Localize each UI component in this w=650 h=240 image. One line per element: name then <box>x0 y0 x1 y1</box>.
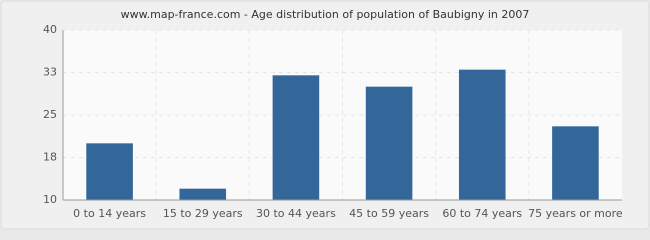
bar <box>552 126 599 200</box>
bar <box>458 69 506 201</box>
bar <box>86 143 133 200</box>
y-tick-label: 10 <box>43 193 57 206</box>
x-tick-label: 30 to 44 years <box>256 207 336 220</box>
x-tick-label: 60 to 74 years <box>442 207 522 220</box>
chart-title: www.map-france.com - Age distribution of… <box>121 8 530 21</box>
x-tick-label: 75 years or more <box>528 207 623 220</box>
x-tick-label: 45 to 59 years <box>349 207 429 220</box>
y-tick-label: 40 <box>43 23 57 36</box>
chart: www.map-france.com - Age distribution of… <box>0 0 650 230</box>
bar <box>179 188 227 200</box>
bar <box>365 86 413 200</box>
x-tick-label: 0 to 14 years <box>73 207 146 220</box>
y-tick-label: 25 <box>43 108 57 121</box>
x-tick-label: 15 to 29 years <box>163 207 243 220</box>
y-tick-label: 33 <box>43 66 57 79</box>
bar <box>272 75 320 200</box>
y-tick-label: 18 <box>43 151 57 164</box>
page: {"chart_data": {"type": "bar", "title": … <box>0 0 650 230</box>
